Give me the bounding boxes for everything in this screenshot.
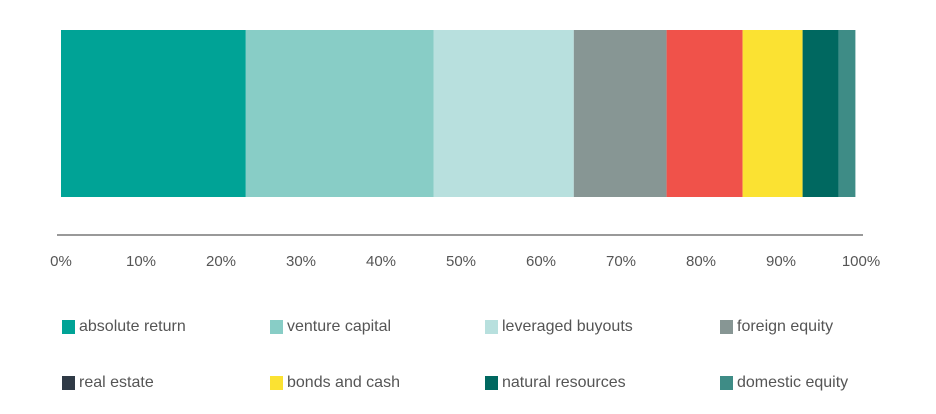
x-tick-label: 0% [50,253,72,270]
legend-label: natural resources [502,374,626,391]
x-tick-label: 60% [526,253,556,270]
x-tick-label: 30% [286,253,316,270]
bar-segment [245,30,434,197]
x-tick-label: 20% [206,253,236,270]
legend-label: domestic equity [737,374,848,391]
x-tick-label: 80% [686,253,716,270]
x-tick-label: 50% [446,253,476,270]
legend-swatch [270,320,283,334]
legend-label: bonds and cash [287,374,400,391]
bar-segment [573,30,667,197]
legend-label: real estate [79,374,154,391]
legend-label: venture capital [287,318,391,335]
bar-segment [742,30,803,197]
x-tick-label: 40% [366,253,396,270]
bar-segment [666,30,743,197]
legend-label: absolute return [79,318,186,335]
legend-swatch [485,320,498,334]
legend: absolute return venture capital leveraged … [62,318,848,391]
legend-swatch [720,376,733,390]
legend-swatch [485,376,498,390]
bar-segment [433,30,574,197]
legend-label: leveraged buyouts [502,318,633,335]
x-tick-label: 100% [842,253,880,270]
bar-segment [61,30,246,197]
bar-segment [838,30,856,197]
x-tick-label: 70% [606,253,636,270]
x-tick-label: 90% [766,253,796,270]
legend-swatch [62,320,75,334]
x-tick-label: 10% [126,253,156,270]
legend-swatch [62,376,75,390]
bar-segment [802,30,839,197]
legend-swatch [720,320,733,334]
legend-swatch [270,376,283,390]
legend-label: foreign equity [737,318,833,335]
